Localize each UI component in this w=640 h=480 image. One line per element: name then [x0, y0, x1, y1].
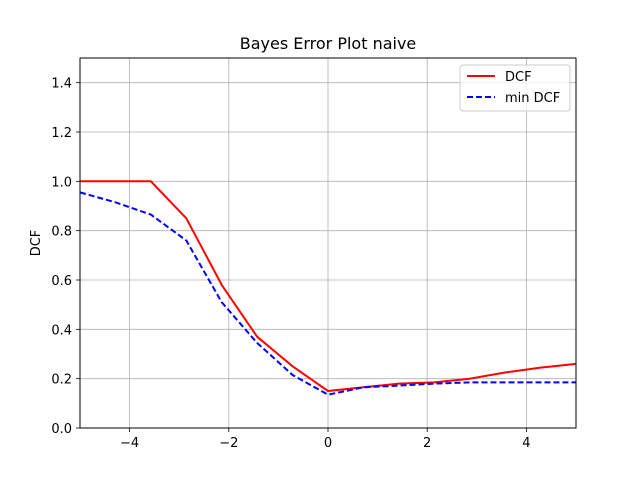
x-tick-label: 4	[522, 436, 530, 451]
y-axis-label: DCF	[29, 230, 44, 257]
dcf-legend-label: DCF	[505, 70, 532, 85]
y-tick-label: 0.0	[51, 422, 72, 437]
min-dcf-line	[79, 191, 576, 396]
y-tick-label: 0.2	[51, 373, 72, 388]
y-tick-label: 1.2	[51, 126, 72, 141]
y-tick-label: 1.4	[51, 77, 72, 92]
y-tick-label: 0.6	[51, 274, 72, 289]
x-tick-label: −4	[120, 436, 139, 451]
axis-ticks: −4 −2 0 2 4 0.0 0.2 0.4 0.6 0.8 1.0 1.2 1.4	[51, 77, 530, 451]
min-dcf-legend-label: min DCF	[505, 91, 560, 106]
dcf-line	[80, 180, 577, 392]
grid	[80, 58, 576, 429]
chart-title: Bayes Error Plot naive	[240, 34, 417, 53]
y-tick-label: 0.8	[51, 225, 72, 240]
x-tick-label: 0	[324, 436, 332, 451]
x-tick-label: −2	[219, 436, 238, 451]
y-tick-label: 1.0	[51, 175, 72, 190]
y-tick-label: 0.4	[51, 323, 72, 338]
legend: DCF min DCF	[459, 64, 571, 112]
series-lines	[79, 180, 577, 396]
x-tick-label: 2	[423, 436, 431, 451]
